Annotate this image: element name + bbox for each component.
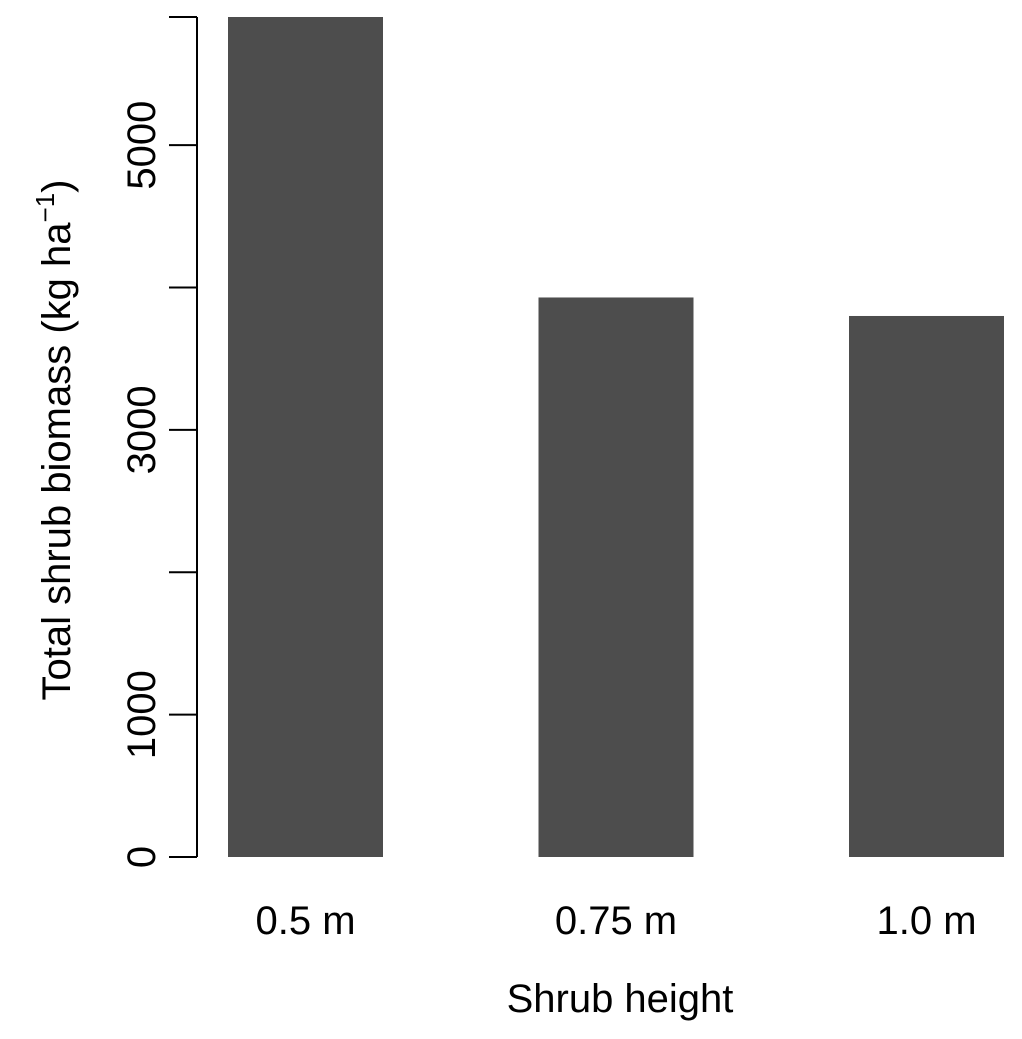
y-axis: 0 1000 3000 5000 <box>120 16 198 868</box>
y-axis-title-main: Total shrub biomass (kg ha <box>35 222 79 701</box>
x-category-label: 1.0 m <box>876 899 976 943</box>
x-axis-labels: 0.5 m 0.75 m 1.0 m <box>255 899 976 943</box>
bars-group <box>228 17 1004 858</box>
y-tick-label: 3000 <box>120 385 164 474</box>
bar-2 <box>538 297 694 857</box>
x-category-label: 0.75 m <box>555 899 677 943</box>
x-category-label: 0.5 m <box>255 899 355 943</box>
y-tick-label: 5000 <box>120 101 164 190</box>
bar-1 <box>228 17 383 857</box>
bar-3 <box>849 315 1004 858</box>
y-axis-title: Total shrub biomass (kg ha−1) <box>30 180 79 701</box>
y-axis-title-superscript: −1 <box>30 193 60 223</box>
y-tick-label: 0 <box>120 846 164 868</box>
y-tick-label: 1000 <box>120 670 164 759</box>
y-axis-title-close: ) <box>35 180 79 193</box>
x-axis-title: Shrub height <box>507 977 734 1021</box>
